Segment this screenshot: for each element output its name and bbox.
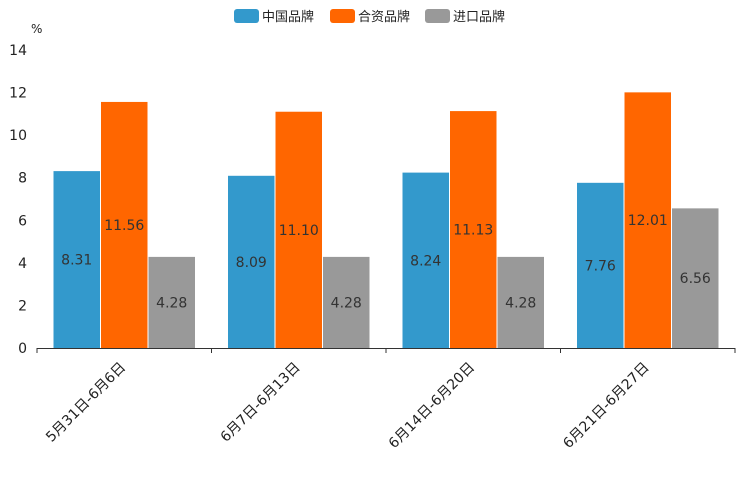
bar-2-4 [624, 92, 671, 348]
y-tick-label: 0 [18, 341, 27, 357]
bar-1-1 [53, 171, 100, 348]
data-label-2-1: 11.56 [104, 218, 144, 234]
data-label-1-3: 8.24 [410, 253, 441, 269]
x-tick-label-2: 6月7日-6月13日 [218, 360, 304, 446]
bar-2-3 [450, 111, 497, 348]
legend-label-3: 进口品牌 [453, 9, 505, 25]
x-tick-label-1: 5月31日-6月6日 [43, 360, 129, 446]
data-label-1-4: 7.76 [585, 258, 616, 274]
bar-1-4 [577, 182, 624, 348]
y-tick-label: 4 [18, 256, 27, 272]
legend-swatch-1 [234, 9, 259, 23]
bar-1-2 [228, 175, 275, 348]
legend-label-2: 合资品牌 [358, 9, 410, 25]
bar-3-1 [148, 256, 195, 348]
bar-1-3 [402, 172, 449, 348]
x-tick-label-3: 6月14日-6月20日 [386, 360, 478, 452]
data-label-1-1: 8.31 [61, 253, 92, 269]
data-label-2-3: 11.13 [453, 223, 493, 239]
y-tick-label: 6 [18, 213, 27, 229]
bar-2-1 [101, 101, 148, 349]
data-label-2-2: 11.10 [279, 223, 319, 239]
bar-3-4 [672, 208, 719, 348]
data-label-3-3: 4.28 [505, 295, 536, 311]
bar-3-3 [497, 256, 544, 348]
data-label-2-4: 12.01 [628, 213, 668, 229]
data-label-3-2: 4.28 [331, 295, 362, 311]
y-tick-label: 12 [9, 86, 27, 102]
y-tick-label: 10 [9, 128, 27, 144]
y-tick-label: 8 [18, 171, 27, 187]
legend-swatch-2 [330, 9, 355, 23]
data-label-3-1: 4.28 [156, 295, 187, 311]
y-tick-label: 14 [9, 43, 27, 59]
legend-swatch-3 [425, 9, 450, 23]
x-tick-label-4: 6月21日-6月27日 [560, 360, 652, 452]
y-axis-unit: % [31, 22, 42, 36]
data-label-1-2: 8.09 [236, 255, 267, 271]
bar-2-2 [275, 111, 322, 348]
bar-3-2 [323, 256, 370, 348]
y-tick-label: 2 [18, 298, 27, 314]
legend-label-1: 中国品牌 [262, 9, 314, 25]
data-label-3-4: 6.56 [680, 271, 711, 287]
